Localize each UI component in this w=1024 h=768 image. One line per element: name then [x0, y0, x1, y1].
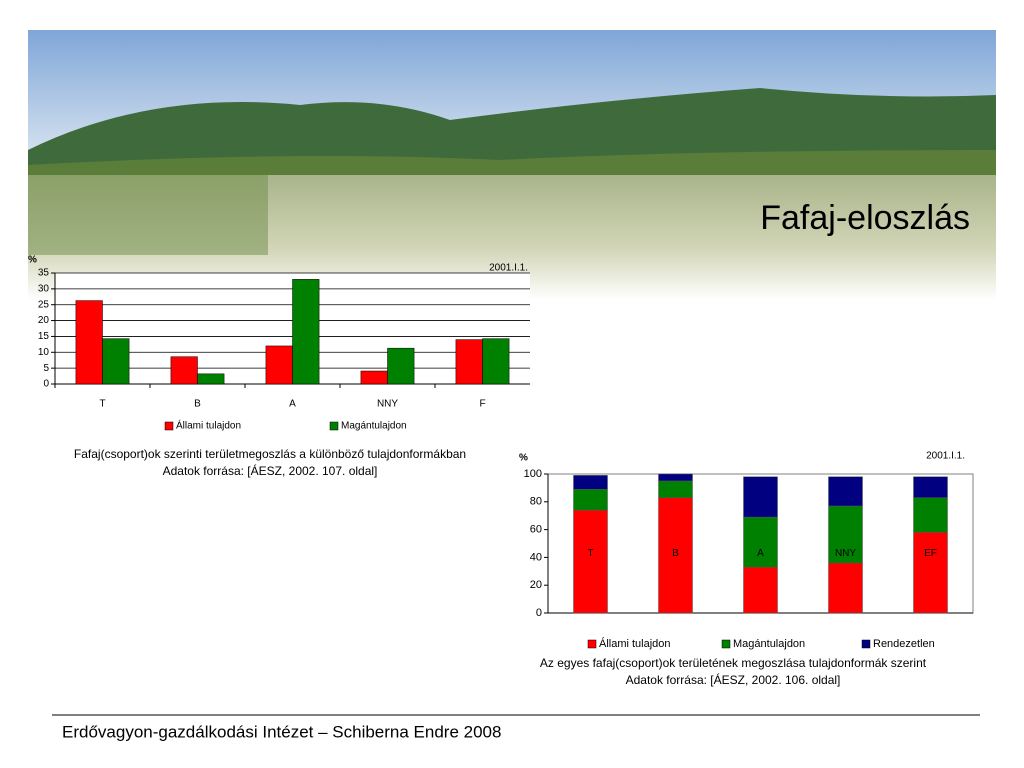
- y-tick-label: 35: [38, 268, 50, 279]
- y-axis-label: %: [519, 453, 528, 464]
- bar-segment: [743, 476, 778, 518]
- legend-swatch: [721, 639, 731, 649]
- y-tick-label: 10: [38, 347, 50, 358]
- y-tick-label: 15: [38, 331, 50, 342]
- bar: [102, 338, 130, 385]
- chart-date: 2001.I.1.: [489, 263, 528, 274]
- bar: [455, 339, 483, 385]
- legend-label: Állami tulajdon: [599, 637, 671, 650]
- legend-swatch: [587, 639, 597, 649]
- footer: Erdővagyon-gazdálkodási Intézet – Schibe…: [62, 722, 501, 741]
- bar-segment: [828, 505, 863, 564]
- x-tick-label: NNY: [377, 399, 398, 410]
- x-tick-label: A: [289, 399, 296, 410]
- bar-segment: [913, 497, 948, 533]
- y-tick-label: 60: [530, 524, 542, 536]
- bar: [292, 279, 320, 385]
- y-tick-label: 0: [43, 379, 49, 390]
- bar-segment: [658, 480, 693, 498]
- y-tick-label: 5: [43, 363, 49, 374]
- category-label: B: [672, 548, 679, 559]
- slide-title: Fafaj-eloszlás: [760, 199, 970, 237]
- bar-segment: [913, 476, 948, 498]
- bar: [360, 370, 388, 385]
- y-tick-label: 80: [530, 496, 542, 508]
- bar-segment: [658, 497, 693, 614]
- bar: [170, 356, 198, 385]
- chart-date: 2001.I.1.: [926, 451, 965, 462]
- legend-label: Állami tulajdon: [176, 419, 241, 432]
- x-tick-label: F: [479, 399, 485, 410]
- bar-segment: [743, 566, 778, 614]
- bar: [75, 300, 103, 385]
- category-label: T: [587, 548, 593, 559]
- bar-segment: [913, 532, 948, 614]
- landscape: [28, 30, 996, 300]
- chart-caption: Fafaj(csoport)ok szerinti területmegoszl…: [74, 447, 466, 461]
- legend-label: Magántulajdon: [733, 638, 805, 650]
- bar: [387, 347, 415, 385]
- legend-label: Rendezetlen: [873, 638, 935, 650]
- bar: [265, 345, 293, 385]
- y-tick-label: 30: [38, 283, 50, 294]
- x-tick-label: B: [194, 399, 201, 410]
- legend-swatch: [329, 421, 339, 431]
- bar-segment: [743, 516, 778, 568]
- chart-caption: Adatok forrása: [ÁESZ, 2002. 107. oldal]: [163, 463, 378, 478]
- legend-label: Magántulajdon: [341, 421, 407, 432]
- category-label: NNY: [835, 548, 856, 559]
- bar-segment: [828, 562, 863, 614]
- legend-swatch: [164, 421, 174, 431]
- x-tick-label: T: [99, 399, 105, 410]
- category-label: A: [757, 548, 764, 559]
- y-tick-label: 20: [530, 579, 542, 591]
- chart-caption: Az egyes fafaj(csoport)ok területének me…: [540, 656, 927, 670]
- bar-segment: [573, 489, 608, 511]
- y-tick-label: 40: [530, 551, 542, 563]
- bar-segment: [828, 476, 863, 507]
- bar-segment: [573, 509, 608, 614]
- legend-swatch: [861, 639, 871, 649]
- bar-segment: [573, 475, 608, 490]
- chart-caption: Adatok forrása: [ÁESZ, 2002. 106. oldal]: [626, 672, 841, 687]
- category-label: EF: [924, 548, 937, 559]
- y-tick-label: 20: [38, 315, 50, 326]
- y-tick-label: 25: [38, 299, 50, 310]
- bar: [482, 338, 510, 385]
- y-tick-label: 100: [524, 468, 542, 480]
- y-tick-label: 0: [536, 607, 542, 619]
- y-axis-label: %: [28, 255, 37, 266]
- bar-segment: [658, 473, 693, 482]
- bar: [197, 373, 225, 385]
